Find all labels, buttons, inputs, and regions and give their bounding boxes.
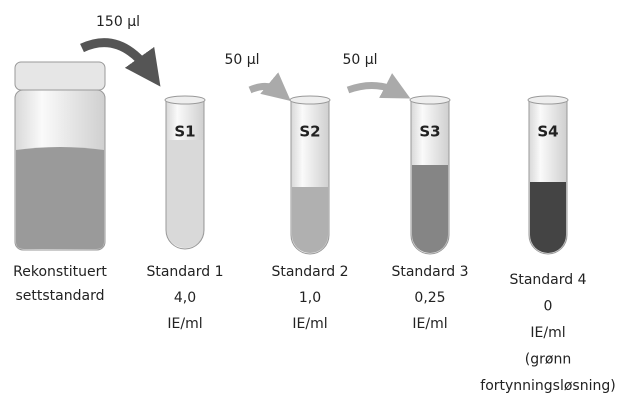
label: Standard 3 bbox=[391, 264, 468, 280]
tube bbox=[289, 95, 331, 255]
tube bbox=[409, 95, 451, 255]
label: 0,25 bbox=[414, 290, 445, 306]
tube-tag: S2 bbox=[299, 123, 320, 141]
label: IE/ml bbox=[167, 316, 202, 332]
label: settstandard bbox=[16, 288, 105, 304]
tube-tag: S4 bbox=[537, 123, 558, 141]
volume: 50 µl bbox=[224, 52, 259, 68]
label: (grønn bbox=[525, 352, 571, 368]
label: IE/ml bbox=[412, 316, 447, 332]
arrow bbox=[346, 73, 411, 99]
label: IE/ml bbox=[292, 316, 327, 332]
arrow bbox=[248, 72, 291, 101]
label: fortynningsløsning) bbox=[480, 378, 615, 394]
volume: 50 µl bbox=[342, 52, 377, 68]
label: 1,0 bbox=[299, 290, 321, 306]
tube-tag: S1 bbox=[174, 123, 195, 141]
label: Rekonstituert bbox=[13, 264, 107, 280]
vial bbox=[14, 61, 106, 251]
label: IE/ml bbox=[530, 325, 565, 341]
arrow bbox=[80, 38, 161, 87]
label: Standard 4 bbox=[509, 272, 586, 288]
label: Standard 2 bbox=[271, 264, 348, 280]
label: 0 bbox=[544, 299, 553, 315]
volume: 150 µl bbox=[96, 14, 140, 30]
label: Standard 1 bbox=[146, 264, 223, 280]
tube bbox=[164, 95, 206, 250]
label: 4,0 bbox=[174, 290, 196, 306]
tube-tag: S3 bbox=[419, 123, 440, 141]
labels: Standard 1 4,0 IE/ml Standard 2 1,0 IE/ml Stan… bbox=[146, 264, 615, 394]
tube bbox=[527, 95, 569, 255]
